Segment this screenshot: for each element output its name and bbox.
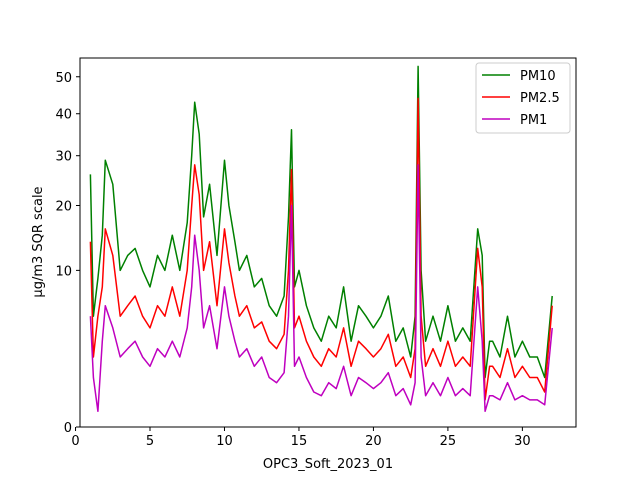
x-tick-label: 10 (216, 434, 233, 449)
x-tick-label: 15 (291, 434, 308, 449)
plot-area (89, 65, 553, 413)
legend-label-pm25: PM2.5 (520, 91, 560, 106)
legend-label-pm10: PM10 (520, 69, 556, 84)
series-line-pm25 (89, 97, 553, 401)
y-axis-label: µg/m3 SQR scale (31, 186, 46, 297)
y-tick-label: 30 (55, 150, 72, 165)
y-axis-ticks: 0 10 20 30 40 50 (55, 71, 80, 436)
axes-frame (79, 57, 577, 428)
x-axis-label: OPC3_Soft_2023_01 (263, 457, 393, 472)
y-tick-label: 10 (55, 264, 72, 279)
legend-box (475, 62, 571, 134)
legend-label-pm1: PM1 (520, 113, 547, 128)
x-tick-label: 5 (146, 434, 154, 449)
y-tick-label: 40 (55, 108, 72, 123)
y-tick-label: 50 (55, 71, 72, 86)
y-tick-label: 20 (55, 199, 72, 214)
series-line-pm10 (89, 65, 553, 379)
x-axis-ticks: 0 5 10 15 20 25 30 (71, 427, 531, 449)
x-tick-label: 0 (71, 434, 79, 449)
y-tick-label: 0 (64, 421, 72, 436)
x-tick-label: 30 (514, 434, 531, 449)
series-line-pm1 (89, 164, 553, 413)
x-tick-label: 20 (365, 434, 382, 449)
legend: PM10 PM2.5 PM1 (475, 62, 571, 134)
x-tick-label: 25 (440, 434, 457, 449)
